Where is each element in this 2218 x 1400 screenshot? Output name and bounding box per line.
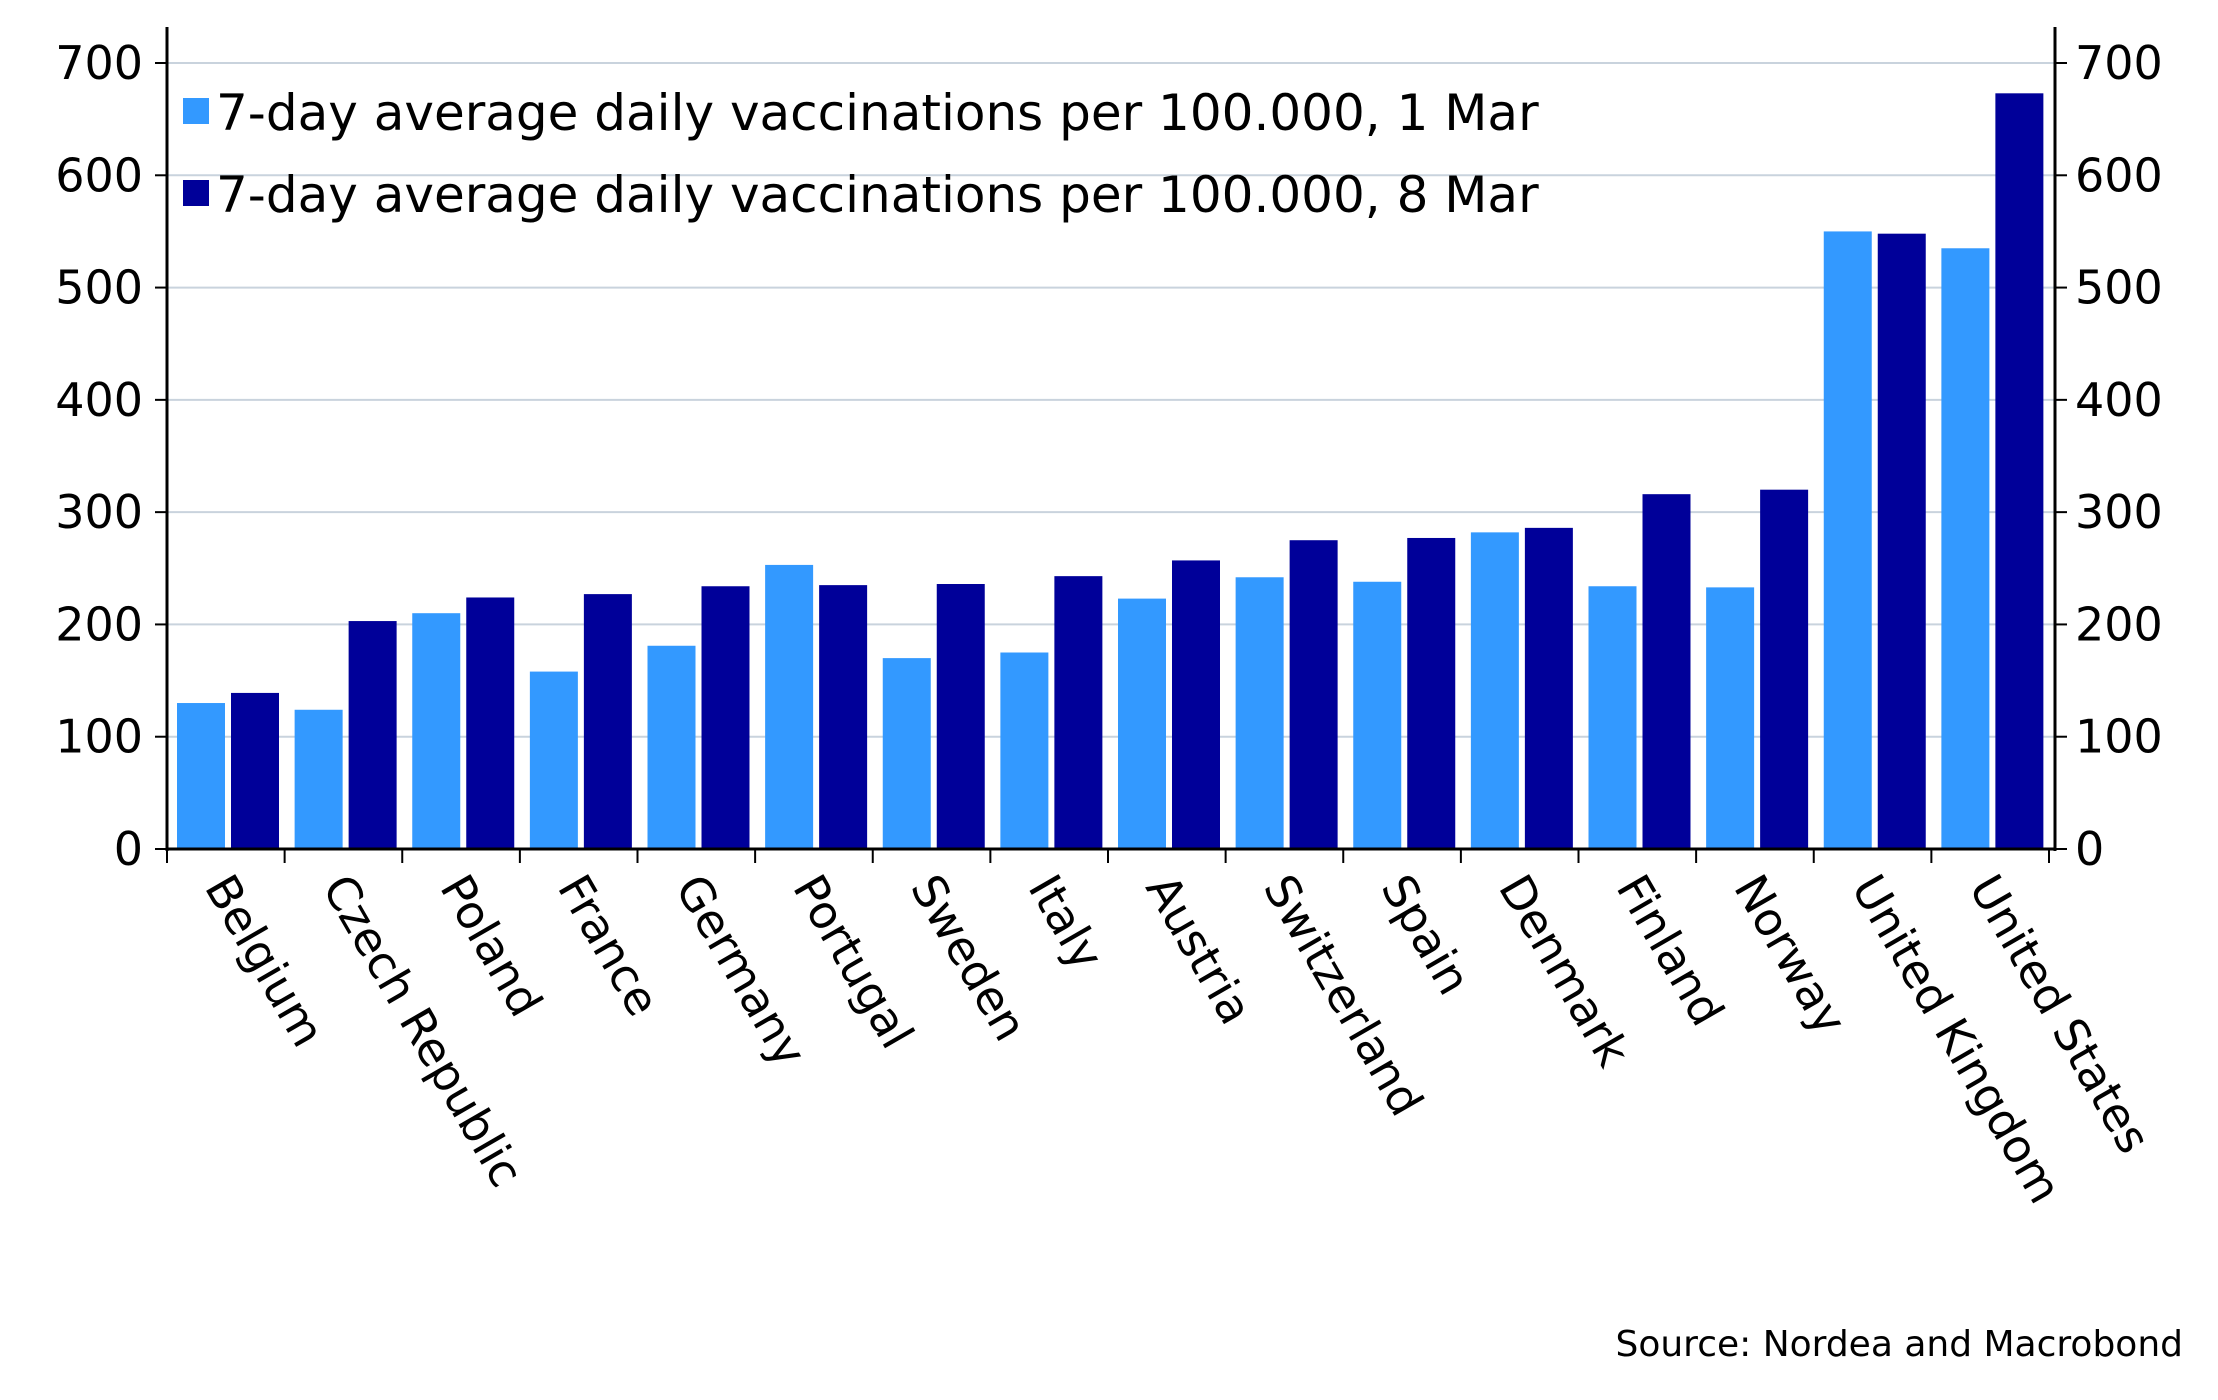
bar-denmark-1mar <box>1470 532 1519 849</box>
bar-united-kingdom-1mar <box>1823 231 1872 849</box>
right-tick-label: 600 <box>2075 148 2163 202</box>
right-tick-label: 400 <box>2075 373 2163 427</box>
bar-belgium-1mar <box>177 703 225 849</box>
category-label: Poland <box>430 866 554 1026</box>
category-label: Spain <box>1371 866 1482 1004</box>
left-tick-label: 300 <box>55 485 143 539</box>
left-tick-label: 100 <box>55 710 143 764</box>
bar-spain-8mar <box>1407 537 1456 849</box>
right-tick-label: 100 <box>2075 710 2163 764</box>
bar-france-1mar <box>529 671 578 849</box>
bar-denmark-8mar <box>1524 527 1573 849</box>
bar-united-states-1mar <box>1941 248 1990 849</box>
legend-label-1mar: 7-day average daily vaccinations per 100… <box>216 84 1539 142</box>
bar-united-kingdom-8mar <box>1877 233 1926 849</box>
category-label: Norway <box>1723 866 1857 1044</box>
left-tick-label: 0 <box>114 822 143 876</box>
category-label: France <box>547 866 670 1025</box>
bar-norway-1mar <box>1706 587 1755 849</box>
category-label: United Kingdom <box>1841 866 2072 1213</box>
bar-france-8mar <box>583 594 632 849</box>
bar-sweden-8mar <box>936 584 985 849</box>
bar-germany-1mar <box>647 645 696 849</box>
category-label: Finland <box>1606 866 1735 1035</box>
bar-portugal-8mar <box>819 585 868 849</box>
left-tick-label: 200 <box>55 597 143 651</box>
bar-poland-1mar <box>412 613 461 849</box>
bar-czech-republic-8mar <box>348 621 397 849</box>
bar-czech-republic-1mar <box>294 709 343 849</box>
right-tick-label: 0 <box>2075 822 2104 876</box>
bars <box>177 93 2044 850</box>
left-tick-label: 700 <box>55 36 143 90</box>
bar-italy-8mar <box>1054 576 1103 849</box>
bar-portugal-1mar <box>765 564 814 849</box>
category-label: Italy <box>1018 866 1115 979</box>
bar-belgium-8mar <box>231 692 279 849</box>
bar-austria-8mar <box>1172 560 1220 849</box>
right-tick-label: 500 <box>2075 261 2163 315</box>
bar-united-states-8mar <box>1995 93 2044 850</box>
right-tick-label: 200 <box>2075 597 2163 651</box>
legend-swatch-8mar <box>183 180 209 206</box>
left-tick-label: 500 <box>55 261 143 315</box>
bar-poland-8mar <box>466 597 515 849</box>
bar-italy-1mar <box>1000 652 1049 849</box>
bar-switzerland-1mar <box>1235 577 1284 849</box>
axes <box>165 27 2057 863</box>
source-note: Source: Nordea and Macrobond <box>1615 1324 2183 1365</box>
left-tick-label: 600 <box>55 148 143 202</box>
left-axis-ticks: 0 100 200 300 400 500 600 700 <box>55 36 167 876</box>
bar-spain-1mar <box>1353 581 1402 849</box>
bar-finland-8mar <box>1642 494 1691 849</box>
left-tick-label: 400 <box>55 373 143 427</box>
bar-norway-8mar <box>1760 489 1809 849</box>
bar-switzerland-8mar <box>1289 540 1338 849</box>
bar-germany-8mar <box>701 586 750 849</box>
legend: 7-day average daily vaccinations per 100… <box>183 84 1539 224</box>
legend-swatch-1mar <box>183 98 209 124</box>
legend-label-8mar: 7-day average daily vaccinations per 100… <box>216 166 1539 224</box>
bar-finland-1mar <box>1588 586 1637 849</box>
bar-austria-1mar <box>1118 598 1166 849</box>
right-tick-label: 300 <box>2075 485 2163 539</box>
right-tick-label: 700 <box>2075 36 2163 90</box>
bar-sweden-1mar <box>882 658 931 849</box>
right-axis-ticks: 0 100 200 300 400 500 600 700 <box>2055 36 2163 876</box>
category-label: Austria <box>1135 866 1263 1034</box>
